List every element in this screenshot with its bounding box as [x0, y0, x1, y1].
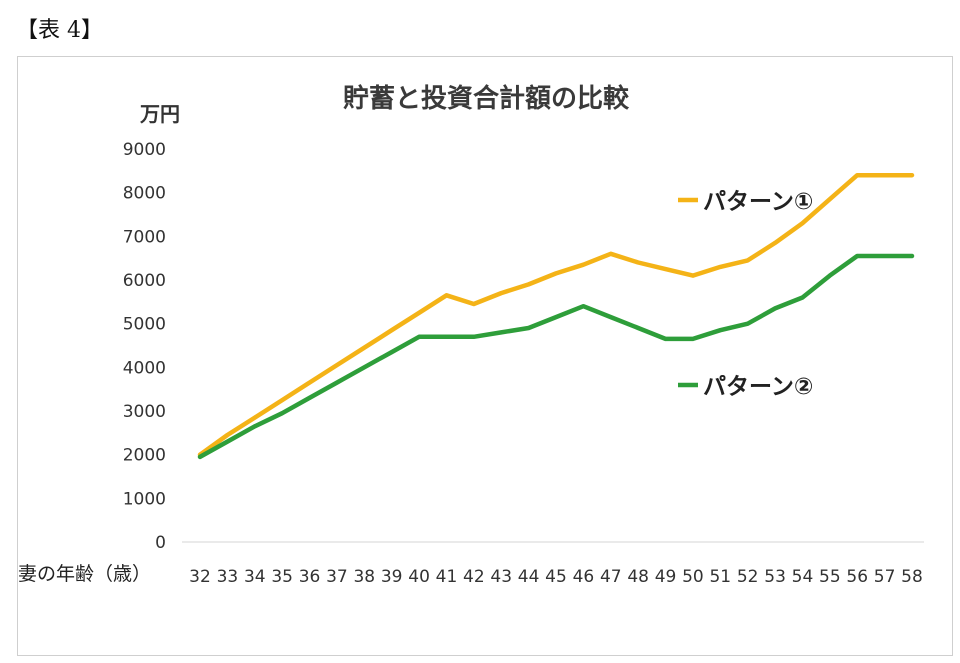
x-tick-label: 36 [299, 567, 321, 587]
y-tick-label: 4000 [123, 358, 166, 378]
legend: パターン① パターン② [678, 189, 813, 400]
y-tick-label: 9000 [123, 140, 166, 160]
chart-frame [17, 56, 953, 656]
x-tick-label: 37 [326, 567, 348, 587]
y-tick-label: 1000 [123, 489, 166, 509]
series-line-2 [197, 253, 915, 460]
x-tick-label: 48 [627, 567, 649, 587]
x-tick-label: 50 [682, 567, 704, 587]
y-tick-label: 3000 [123, 402, 166, 422]
y-tick-label: 8000 [123, 184, 166, 204]
x-tick-label: 35 [271, 567, 293, 587]
x-tick-label: 39 [381, 567, 403, 587]
x-tick-label: 46 [573, 567, 595, 587]
x-tick-label: 44 [518, 567, 540, 587]
y-tick-label: 5000 [123, 315, 166, 335]
y-axis-unit-label: 万円 [139, 102, 180, 126]
x-tick-label: 49 [655, 567, 677, 587]
x-tick-label: 41 [436, 567, 458, 587]
series-line-1 [197, 172, 915, 457]
x-tick-label: 52 [737, 567, 759, 587]
y-tick-label: 2000 [123, 446, 166, 466]
legend-label-2: パターン② [703, 374, 813, 400]
x-tick-label: 58 [901, 567, 923, 587]
x-tick-label: 57 [874, 567, 896, 587]
figure-caption: 【表 4】 [16, 18, 103, 43]
x-axis-ticks: 32 33 34 35 36 37 38 39 40 41 42 43 44 45 46 47 48 49 50 51… [189, 567, 923, 587]
y-tick-label: 6000 [123, 271, 166, 291]
x-tick-label: 32 [189, 567, 211, 587]
legend-label-1: パターン① [703, 189, 813, 215]
y-axis-ticks: 0 1000 2000 3000 4000 5000 6000 7000 8000 9000 [123, 140, 166, 553]
x-tick-label: 51 [709, 567, 731, 587]
y-tick-label: 7000 [123, 227, 166, 247]
x-tick-label: 45 [545, 567, 567, 587]
x-tick-label: 56 [846, 567, 868, 587]
x-tick-label: 43 [490, 567, 512, 587]
x-tick-label: 42 [463, 567, 485, 587]
x-tick-label: 40 [408, 567, 430, 587]
chart-title: 貯蓄と投資合計額の比較 [343, 83, 630, 114]
y-tick-label: 0 [155, 533, 166, 553]
x-tick-label: 55 [819, 567, 841, 587]
x-axis-label: 妻の年齢（歳） [18, 563, 151, 585]
x-tick-label: 53 [764, 567, 786, 587]
series-lines [197, 172, 915, 460]
x-tick-label: 33 [217, 567, 239, 587]
x-tick-label: 47 [600, 567, 622, 587]
x-tick-label: 54 [792, 567, 814, 587]
x-tick-label: 34 [244, 567, 266, 587]
x-tick-label: 38 [353, 567, 375, 587]
